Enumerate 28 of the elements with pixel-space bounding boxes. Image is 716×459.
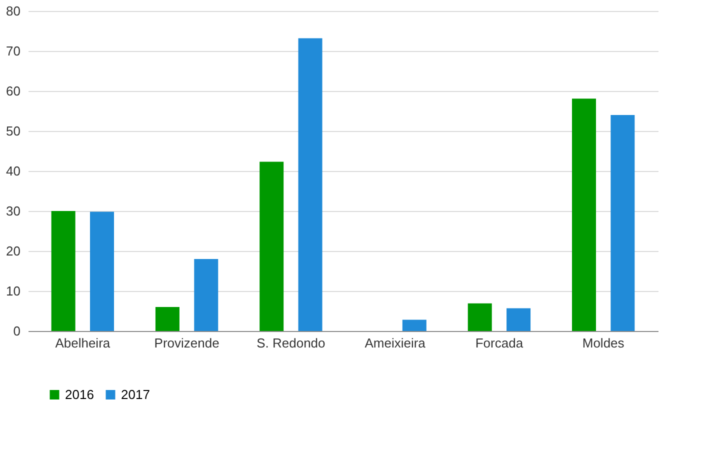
y-tick-label: 70 <box>6 44 20 58</box>
bar <box>468 303 492 331</box>
bar <box>260 162 284 331</box>
legend-label: 2017 <box>121 386 150 402</box>
x-tick-label: Forcada <box>475 336 524 350</box>
y-tick-label: 60 <box>6 84 20 98</box>
y-tick-label: 40 <box>6 164 20 178</box>
bar <box>90 212 114 331</box>
bar <box>610 115 635 331</box>
x-tick-label: Provizende <box>154 336 220 350</box>
x-tick-label: Abelheira <box>55 336 111 350</box>
y-tick-label: 80 <box>6 4 20 18</box>
y-tick-label: 50 <box>6 124 20 138</box>
bar <box>298 38 322 331</box>
y-tick-label: 0 <box>13 324 20 338</box>
x-tick-label: Moldes <box>582 336 625 350</box>
x-tick-label: S. Redondo <box>256 336 326 350</box>
bar <box>51 211 76 331</box>
bar <box>506 308 531 331</box>
bar <box>194 259 218 331</box>
y-tick-label: 20 <box>6 244 20 258</box>
x-tick-label: Ameixieira <box>364 336 426 350</box>
y-tick-label: 10 <box>6 284 20 298</box>
legend-label: 2016 <box>65 386 94 402</box>
bar <box>155 307 180 331</box>
y-tick-label: 30 <box>6 204 20 218</box>
bar <box>572 98 596 331</box>
bar <box>402 320 426 331</box>
